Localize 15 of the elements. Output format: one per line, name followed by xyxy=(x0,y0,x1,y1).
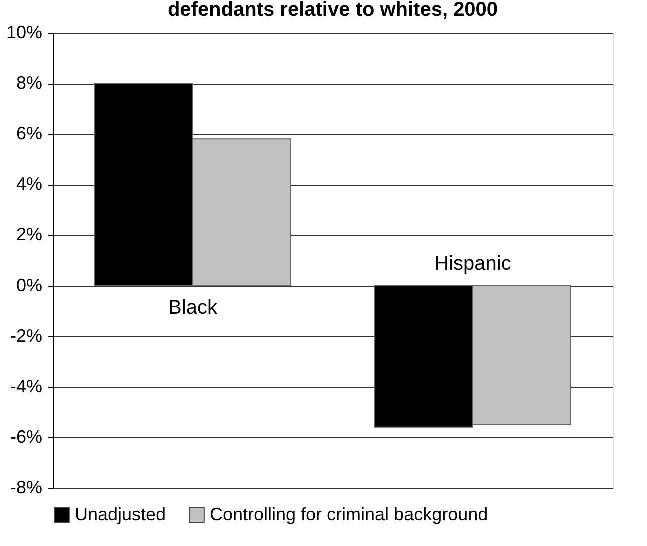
y-tick-label: 4% xyxy=(16,174,42,194)
y-tick-label: 10% xyxy=(6,22,42,42)
y-tick-label: -8% xyxy=(10,478,42,498)
y-tick-label: 6% xyxy=(16,124,42,144)
y-tick-label: -2% xyxy=(10,326,42,346)
legend-label: Controlling for criminal background xyxy=(210,504,488,524)
y-tick-label: 0% xyxy=(16,275,42,296)
x-tick-label: Hispanic xyxy=(434,252,512,275)
chart-title: defendants relative to whites, 2000 xyxy=(168,0,498,21)
y-tick-label: 8% xyxy=(16,73,42,94)
legend-label: Unadjusted xyxy=(75,504,166,524)
x-tick-label: Black xyxy=(168,296,218,319)
y-tick-label: -6% xyxy=(10,426,42,447)
y-tick-label: 2% xyxy=(16,224,42,245)
y-tick-label: -4% xyxy=(10,376,42,396)
